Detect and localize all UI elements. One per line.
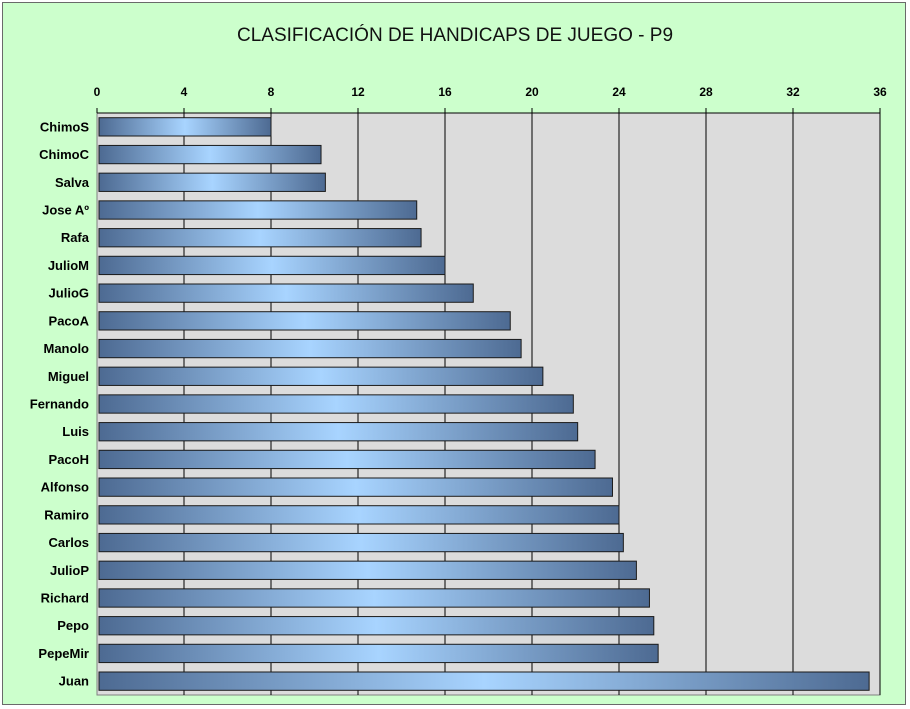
bar	[98, 588, 650, 608]
y-category-label: Jose Aº	[42, 203, 89, 218]
y-category-label: PacoA	[49, 313, 90, 328]
bar	[98, 505, 620, 525]
y-category-label: PacoH	[49, 452, 89, 467]
y-category-label: Carlos	[49, 535, 89, 550]
x-tick-label: 16	[438, 85, 452, 99]
y-category-label: JulioG	[49, 286, 89, 301]
y-category-label: JulioM	[48, 258, 89, 273]
x-tick-label: 4	[181, 85, 188, 99]
y-category-label: ChimoC	[39, 147, 89, 162]
bar	[98, 200, 418, 220]
x-tick-label: 32	[786, 85, 800, 99]
bar	[98, 532, 624, 553]
bar	[98, 144, 322, 165]
x-tick-label: 8	[268, 85, 275, 99]
x-tick-label: 20	[525, 85, 539, 99]
bar	[98, 643, 659, 664]
x-tick-label: 36	[873, 85, 887, 99]
chart-title: CLASIFICACIÓN DE HANDICAPS DE JUEGO - P9	[236, 25, 674, 46]
y-category-label: Richard	[41, 591, 89, 606]
x-tick-label: 24	[612, 85, 626, 99]
bar	[98, 172, 326, 192]
bar	[98, 671, 870, 691]
y-category-label: Miguel	[48, 369, 89, 384]
bar	[98, 255, 446, 276]
y-category-label: Alfonso	[41, 480, 89, 495]
y-category-label: Fernando	[30, 397, 89, 412]
y-category-label: Ramiro	[44, 507, 89, 522]
bar	[98, 338, 522, 359]
bar	[98, 422, 579, 442]
y-category-label: Manolo	[44, 341, 90, 356]
x-tick-label: 28	[699, 85, 713, 99]
chart-plot: 0 4 8 12 16 20 24 28 32 36 ChimoS ChimoC Salva Jose A…	[30, 85, 887, 696]
bar	[98, 311, 511, 331]
bar	[98, 283, 474, 303]
bar	[98, 117, 272, 137]
y-category-label: Salva	[55, 175, 90, 190]
bar	[98, 449, 596, 470]
bar	[98, 616, 655, 636]
bar	[98, 477, 613, 497]
bar	[98, 394, 574, 414]
x-tick-label: 12	[351, 85, 365, 99]
x-tick-label: 0	[94, 85, 101, 99]
y-category-label: Juan	[59, 674, 89, 689]
y-category-label: Luis	[62, 424, 89, 439]
y-category-label: Rafa	[61, 230, 90, 245]
bar	[98, 366, 544, 386]
bar	[98, 560, 637, 580]
y-category-label: Pepo	[57, 618, 89, 633]
bar	[98, 228, 422, 248]
y-category-label: PepeMir	[38, 646, 89, 661]
y-category-label: JulioP	[50, 563, 89, 578]
y-category-label: ChimoS	[40, 119, 89, 134]
